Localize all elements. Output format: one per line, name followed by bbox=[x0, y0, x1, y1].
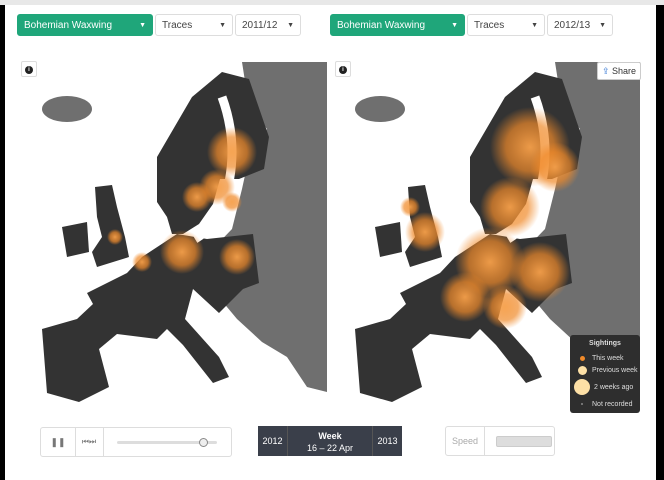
label: Traces bbox=[162, 20, 193, 31]
not-recorded-dot bbox=[581, 403, 583, 405]
sighting-cluster bbox=[400, 197, 420, 217]
previous-week-dot bbox=[578, 365, 587, 375]
share-button[interactable]: ⇪ Share bbox=[597, 62, 641, 80]
right-info-button[interactable]: i bbox=[335, 61, 351, 77]
sighting-cluster bbox=[132, 252, 152, 272]
pause-icon: ❚❚ bbox=[50, 437, 66, 447]
week-label: Week bbox=[318, 431, 342, 441]
sighting-cluster bbox=[530, 142, 580, 192]
sighting-cluster bbox=[107, 229, 123, 245]
left-info-button[interactable]: i bbox=[21, 61, 37, 77]
week-display: Week 16 – 22 Apr bbox=[288, 426, 372, 456]
label: Traces bbox=[474, 20, 505, 31]
right-mode-dropdown[interactable]: Traces ▼ bbox=[467, 14, 545, 36]
step-button[interactable]: ⏮⏭ bbox=[75, 428, 104, 456]
great-britain bbox=[92, 185, 129, 267]
caret-down-icon: ▼ bbox=[599, 22, 606, 29]
top-strip bbox=[0, 0, 664, 5]
sighting-cluster bbox=[207, 127, 257, 177]
left-species-dropdown[interactable]: Bohemian Waxwing ▼ bbox=[17, 14, 153, 36]
pause-button[interactable]: ❚❚ bbox=[41, 428, 76, 456]
left-map[interactable] bbox=[17, 57, 329, 410]
right-species-dropdown[interactable]: Bohemian Waxwing ▼ bbox=[330, 14, 465, 36]
legend-title: Sightings bbox=[589, 340, 621, 347]
east-europe bbox=[205, 62, 327, 392]
step-icon: ⏮⏭ bbox=[81, 437, 97, 446]
iceland bbox=[355, 96, 405, 122]
info-icon: i bbox=[25, 65, 33, 74]
ireland bbox=[62, 222, 89, 257]
speed-label: Speed bbox=[446, 427, 485, 455]
legend-item: 2 weeks ago bbox=[594, 383, 634, 391]
caret-down-icon: ▼ bbox=[451, 22, 458, 29]
label: Bohemian Waxwing bbox=[337, 20, 426, 31]
sighting-cluster bbox=[510, 242, 570, 302]
next-year-button[interactable]: 2013 bbox=[372, 426, 402, 456]
sighting-cluster bbox=[160, 230, 204, 274]
slider-handle[interactable] bbox=[199, 438, 208, 447]
sighting-cluster bbox=[219, 239, 255, 275]
timeline-slider[interactable] bbox=[117, 438, 217, 447]
week-range: 16 – 22 Apr bbox=[306, 443, 354, 453]
right-map[interactable] bbox=[330, 57, 642, 410]
label: 2012 bbox=[262, 436, 283, 446]
legend-item: This week bbox=[592, 354, 624, 362]
caret-down-icon: ▼ bbox=[219, 22, 226, 29]
sighting-cluster bbox=[440, 272, 490, 322]
legend-item: Previous week bbox=[592, 366, 638, 374]
ireland bbox=[375, 222, 402, 257]
speed-control: Speed bbox=[445, 426, 555, 456]
label: 2011/12 bbox=[242, 20, 278, 31]
label: 2013 bbox=[377, 436, 398, 446]
label: Bohemian Waxwing bbox=[24, 20, 113, 31]
info-icon: i bbox=[339, 65, 347, 74]
two-weeks-ago-dot bbox=[574, 379, 590, 395]
sighting-cluster bbox=[405, 212, 445, 252]
sighting-cluster bbox=[483, 285, 527, 329]
prev-year-button[interactable]: 2012 bbox=[258, 426, 288, 456]
label: Share bbox=[612, 66, 637, 76]
continental-europe bbox=[42, 234, 259, 402]
playback-controls: ❚❚ ⏮⏭ bbox=[40, 427, 232, 457]
sighting-cluster bbox=[182, 182, 212, 212]
this-week-dot bbox=[580, 355, 585, 361]
east-europe bbox=[518, 62, 640, 392]
legend-item: Not recorded bbox=[592, 400, 633, 408]
caret-down-icon: ▼ bbox=[139, 22, 146, 29]
speed-slider[interactable] bbox=[496, 436, 552, 447]
caret-down-icon: ▼ bbox=[287, 22, 294, 29]
sighting-cluster bbox=[480, 177, 540, 237]
right-season-dropdown[interactable]: 2012/13 ▼ bbox=[547, 14, 613, 36]
label: 2012/13 bbox=[554, 20, 591, 31]
iceland bbox=[42, 96, 92, 122]
sighting-cluster bbox=[222, 192, 242, 212]
left-season-dropdown[interactable]: 2011/12 ▼ bbox=[235, 14, 301, 36]
left-mode-dropdown[interactable]: Traces ▼ bbox=[155, 14, 233, 36]
sightings-legend: Sightings This week Previous week 2 week… bbox=[570, 335, 640, 413]
caret-down-icon: ▼ bbox=[531, 22, 538, 29]
share-icon: ⇪ bbox=[601, 66, 610, 76]
